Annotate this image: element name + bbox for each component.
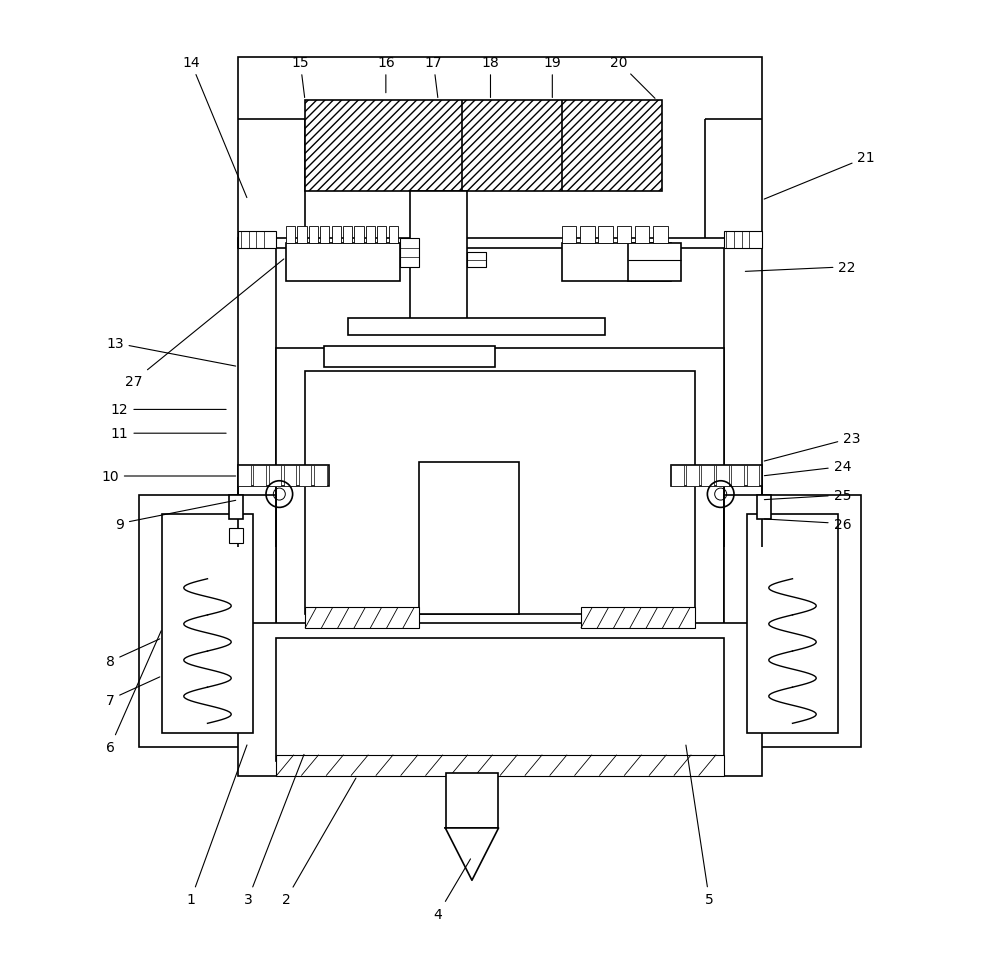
Bar bbox=[238, 239, 762, 548]
Text: 19: 19 bbox=[543, 56, 561, 98]
Text: 7: 7 bbox=[106, 678, 160, 707]
Bar bbox=[284, 465, 296, 486]
Text: 11: 11 bbox=[111, 427, 226, 440]
Bar bbox=[617, 227, 631, 244]
Bar bbox=[276, 755, 724, 776]
Text: 3: 3 bbox=[244, 755, 304, 906]
Bar bbox=[286, 244, 400, 282]
Bar bbox=[348, 318, 605, 335]
Bar bbox=[635, 227, 649, 244]
Text: 15: 15 bbox=[291, 56, 309, 98]
Bar bbox=[305, 101, 662, 192]
Text: 25: 25 bbox=[764, 489, 851, 502]
Text: 17: 17 bbox=[425, 56, 442, 98]
Bar bbox=[139, 496, 276, 747]
Bar bbox=[562, 244, 671, 282]
Bar bbox=[276, 639, 724, 761]
Text: 21: 21 bbox=[764, 152, 875, 200]
Text: 12: 12 bbox=[111, 403, 226, 417]
Bar bbox=[701, 465, 714, 486]
Bar bbox=[446, 773, 498, 828]
Bar bbox=[305, 608, 419, 629]
Bar bbox=[410, 192, 467, 329]
Bar bbox=[747, 465, 759, 486]
Bar bbox=[598, 227, 613, 244]
Bar bbox=[332, 227, 341, 244]
Bar bbox=[286, 227, 295, 244]
Bar bbox=[686, 465, 699, 486]
Text: 5: 5 bbox=[686, 745, 714, 906]
Bar bbox=[324, 346, 495, 367]
Bar bbox=[389, 227, 398, 244]
Text: 1: 1 bbox=[186, 745, 247, 906]
Bar bbox=[731, 465, 744, 486]
Bar bbox=[653, 227, 668, 244]
Bar bbox=[305, 372, 695, 615]
Bar bbox=[238, 465, 251, 486]
Text: 22: 22 bbox=[745, 260, 856, 274]
Bar bbox=[724, 232, 762, 249]
Bar bbox=[747, 515, 838, 733]
Bar bbox=[229, 529, 243, 543]
Bar bbox=[314, 465, 327, 486]
Text: 20: 20 bbox=[610, 56, 655, 99]
Polygon shape bbox=[445, 828, 499, 881]
Bar bbox=[671, 465, 684, 486]
Bar bbox=[366, 227, 375, 244]
Text: 26: 26 bbox=[764, 517, 851, 531]
Bar bbox=[253, 465, 266, 486]
Text: 24: 24 bbox=[764, 460, 851, 476]
Bar bbox=[467, 253, 486, 268]
Bar bbox=[400, 239, 419, 268]
Bar bbox=[229, 496, 243, 519]
Text: 10: 10 bbox=[101, 470, 236, 483]
Text: 8: 8 bbox=[106, 639, 160, 669]
Bar bbox=[309, 227, 318, 244]
Bar bbox=[297, 227, 307, 244]
Text: 14: 14 bbox=[182, 56, 247, 198]
Bar bbox=[276, 249, 724, 534]
Bar bbox=[238, 232, 276, 249]
Bar bbox=[377, 227, 386, 244]
Bar bbox=[419, 462, 519, 615]
Text: 4: 4 bbox=[434, 859, 471, 921]
Text: 9: 9 bbox=[115, 500, 236, 531]
Bar bbox=[343, 227, 352, 244]
Bar bbox=[562, 227, 576, 244]
Bar bbox=[238, 58, 762, 249]
Bar bbox=[299, 465, 311, 486]
Text: 23: 23 bbox=[764, 432, 861, 461]
Bar bbox=[581, 608, 695, 629]
Text: 2: 2 bbox=[282, 779, 356, 906]
Text: 6: 6 bbox=[106, 631, 161, 755]
Bar bbox=[238, 624, 762, 776]
Bar bbox=[320, 227, 329, 244]
Bar bbox=[580, 227, 595, 244]
Text: 13: 13 bbox=[106, 336, 236, 367]
Bar bbox=[276, 348, 724, 629]
Text: 16: 16 bbox=[377, 56, 395, 93]
Bar bbox=[162, 515, 253, 733]
Bar bbox=[757, 496, 771, 519]
Bar bbox=[628, 244, 681, 282]
Bar bbox=[724, 496, 861, 747]
Bar bbox=[716, 465, 729, 486]
Bar bbox=[354, 227, 364, 244]
Bar bbox=[269, 465, 281, 486]
Text: 27: 27 bbox=[125, 260, 284, 389]
Text: 18: 18 bbox=[482, 56, 499, 98]
Bar bbox=[671, 465, 762, 486]
Bar bbox=[238, 465, 329, 486]
